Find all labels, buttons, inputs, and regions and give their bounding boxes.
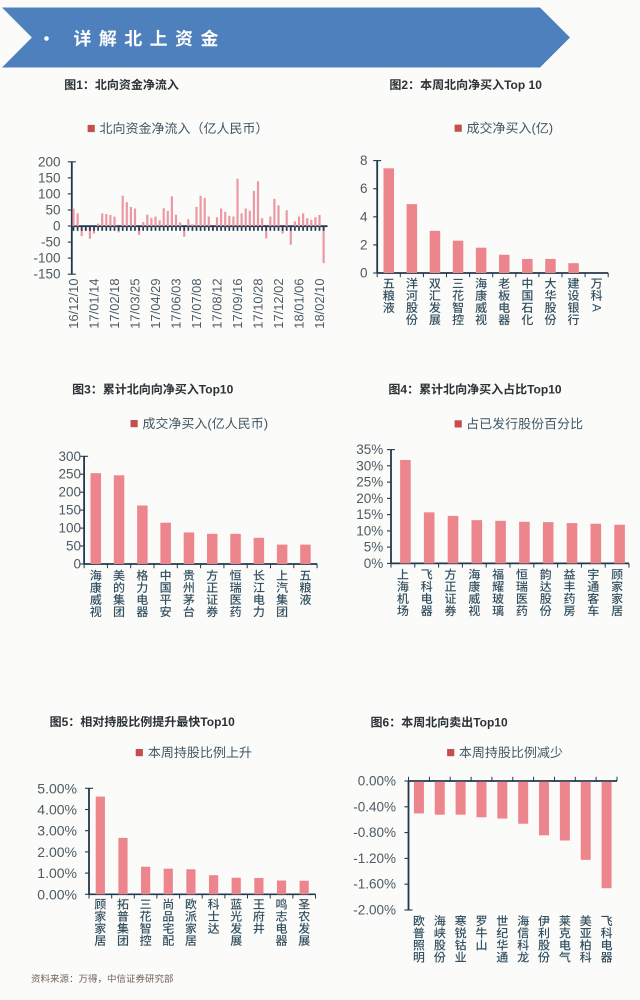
svg-text:17/12/02: 17/12/02 (271, 279, 286, 329)
svg-text:50: 50 (45, 203, 60, 218)
svg-text:6: 6 (383, 716, 390, 730)
svg-text:0: 0 (360, 266, 368, 281)
svg-text:4: 4 (360, 209, 368, 224)
svg-text:3: 3 (84, 383, 91, 397)
svg-text:200: 200 (58, 485, 81, 500)
svg-text:35%: 35% (356, 442, 383, 457)
svg-text:5.00%: 5.00% (37, 780, 77, 796)
svg-text:A: A (590, 304, 604, 312)
svg-text:3.00%: 3.00% (37, 823, 77, 839)
svg-text:10%: 10% (356, 523, 383, 538)
svg-text:17/10/28: 17/10/28 (251, 279, 266, 329)
svg-text:17/03/25: 17/03/25 (128, 279, 143, 329)
svg-text:150: 150 (38, 170, 61, 185)
svg-text:0.00%: 0.00% (37, 886, 77, 902)
svg-text:): ) (264, 416, 268, 431)
svg-text:15%: 15% (356, 507, 383, 522)
svg-text:-0.40%: -0.40% (353, 799, 396, 814)
svg-text:-150: -150 (33, 267, 60, 282)
svg-text:18/01/06: 18/01/06 (292, 279, 307, 329)
svg-text:4: 4 (400, 383, 407, 397)
svg-text:17/09/16: 17/09/16 (230, 279, 245, 329)
svg-text:17/01/14: 17/01/14 (87, 279, 102, 329)
svg-text:0.00%: 0.00% (358, 774, 396, 789)
svg-text:5: 5 (62, 715, 69, 729)
svg-text:-100: -100 (33, 251, 60, 266)
svg-text:6: 6 (360, 181, 368, 196)
svg-text:8: 8 (360, 153, 368, 168)
svg-text:17/02/18: 17/02/18 (107, 279, 122, 329)
svg-text:Top10: Top10 (200, 715, 235, 729)
svg-text:5%: 5% (364, 540, 384, 555)
svg-text:20%: 20% (356, 491, 383, 506)
svg-text:18/02/10: 18/02/10 (312, 279, 327, 329)
svg-text:4.00%: 4.00% (37, 802, 77, 818)
svg-text:0: 0 (73, 557, 81, 572)
svg-text:): ) (549, 121, 553, 136)
svg-text:25%: 25% (356, 475, 383, 490)
svg-text:-50: -50 (41, 235, 61, 250)
svg-text:1: 1 (76, 78, 83, 92)
svg-text:2: 2 (401, 78, 408, 92)
svg-text:0: 0 (53, 219, 61, 234)
svg-text:16/12/10: 16/12/10 (66, 279, 81, 329)
svg-text:17/07/08: 17/07/08 (189, 279, 204, 329)
svg-text:(: ( (532, 121, 537, 136)
svg-text:Top10: Top10 (199, 383, 234, 397)
svg-text:2: 2 (360, 237, 368, 252)
svg-text:Top10: Top10 (527, 383, 562, 397)
svg-text:100: 100 (38, 186, 61, 201)
svg-text:200: 200 (38, 154, 61, 169)
svg-text:Top10: Top10 (473, 716, 508, 730)
svg-text:0%: 0% (364, 556, 384, 571)
svg-text:-1.20%: -1.20% (353, 851, 396, 866)
svg-text:1.00%: 1.00% (37, 865, 77, 881)
svg-text:50: 50 (66, 539, 81, 554)
svg-text:150: 150 (58, 503, 81, 518)
svg-text:100: 100 (58, 521, 81, 536)
svg-text:17/06/03: 17/06/03 (169, 279, 184, 329)
svg-text:300: 300 (58, 449, 81, 464)
svg-text:17/08/12: 17/08/12 (210, 279, 225, 329)
svg-text:2.00%: 2.00% (37, 844, 77, 860)
svg-text:Top 10: Top 10 (504, 78, 542, 92)
svg-text:30%: 30% (356, 458, 383, 473)
svg-text:-0.80%: -0.80% (353, 825, 396, 840)
svg-text:-1.60%: -1.60% (353, 877, 396, 892)
svg-text:-2.00%: -2.00% (353, 903, 396, 918)
svg-text:250: 250 (58, 467, 81, 482)
svg-text:(: ( (207, 416, 212, 431)
svg-text:17/04/29: 17/04/29 (148, 279, 163, 329)
